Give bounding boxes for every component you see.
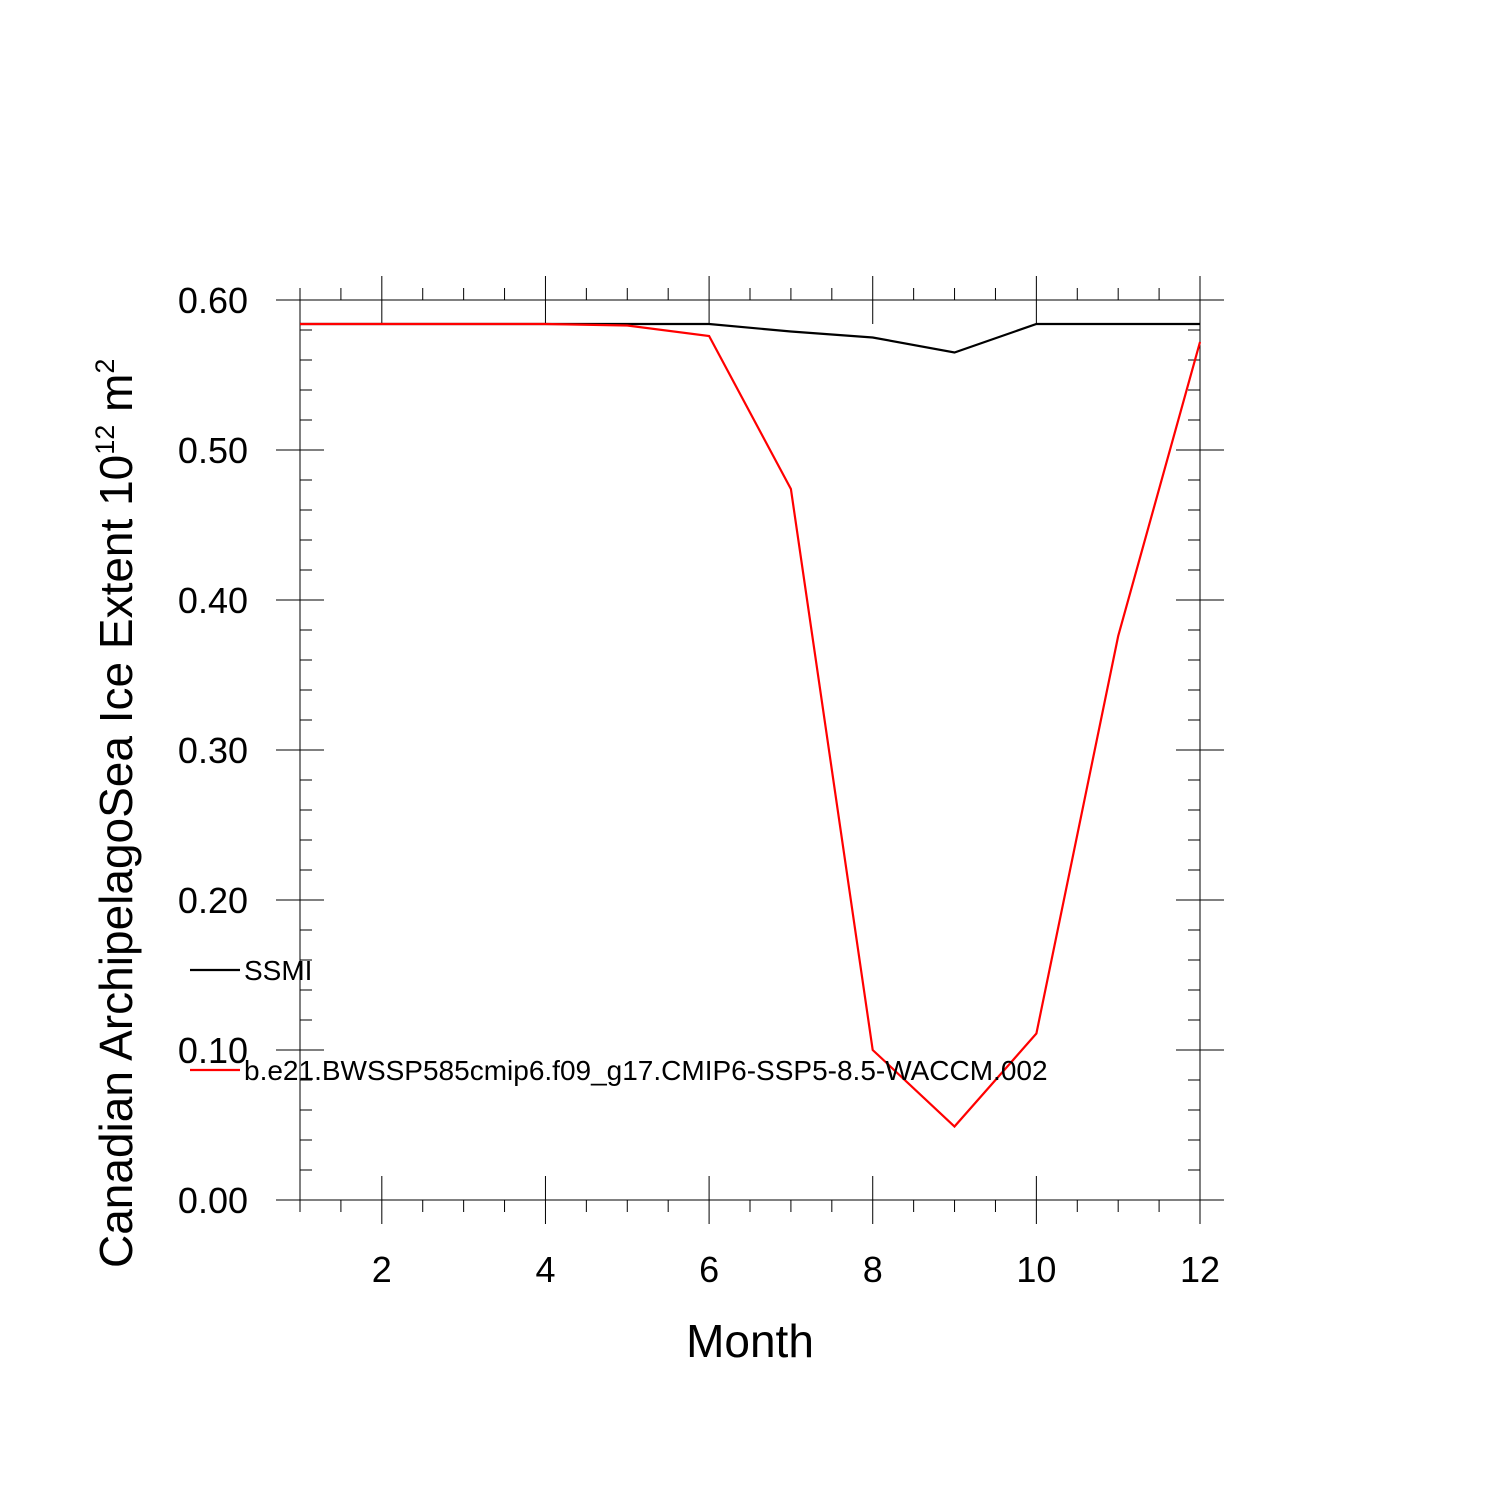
y-tick-label: 0.00 — [178, 1180, 248, 1221]
legend-label: b.e21.BWSSP585cmip6.f09_g17.CMIP6-SSP5-8… — [244, 1055, 1048, 1086]
y-tick-label: 0.10 — [178, 1030, 248, 1071]
x-tick-label: 2 — [372, 1249, 392, 1290]
y-axis-title: Canadian ArchipelagoSea Ice Extent 1012 … — [90, 359, 142, 1268]
y-tick-label: 0.50 — [178, 430, 248, 471]
legend-label: SSMI — [244, 955, 312, 986]
y-axis-title-exponent: 12 — [90, 425, 120, 455]
y-tick-label: 0.30 — [178, 730, 248, 771]
series-line-ssmi — [300, 322, 1200, 354]
x-tick-label: 10 — [1016, 1249, 1056, 1290]
tick-marks — [276, 276, 1224, 1224]
x-tick-label: 4 — [535, 1249, 555, 1290]
series-line-waccm — [300, 322, 1202, 1129]
y-axis-title-unit-exponent: 2 — [90, 359, 120, 374]
x-tick-label: 8 — [863, 1249, 883, 1290]
tick-labels: 0.00 0.10 0.20 0.30 0.40 0.50 0.60 2 4 6 8 10 12 — [178, 280, 1220, 1290]
x-axis-title: Month — [686, 1315, 814, 1367]
series-lines — [300, 322, 1202, 1129]
x-tick-label: 6 — [699, 1249, 719, 1290]
y-tick-label: 0.20 — [178, 880, 248, 921]
y-tick-label: 0.40 — [178, 580, 248, 621]
y-axis-title-unit: m — [90, 374, 142, 425]
y-tick-label: 0.60 — [178, 280, 248, 321]
x-tick-label: 12 — [1180, 1249, 1220, 1290]
y-axis-title-text: Canadian ArchipelagoSea Ice Extent 10 — [90, 455, 142, 1268]
legend: SSMI b.e21.BWSSP585cmip6.f09_g17.CMIP6-SS… — [190, 955, 1048, 1086]
